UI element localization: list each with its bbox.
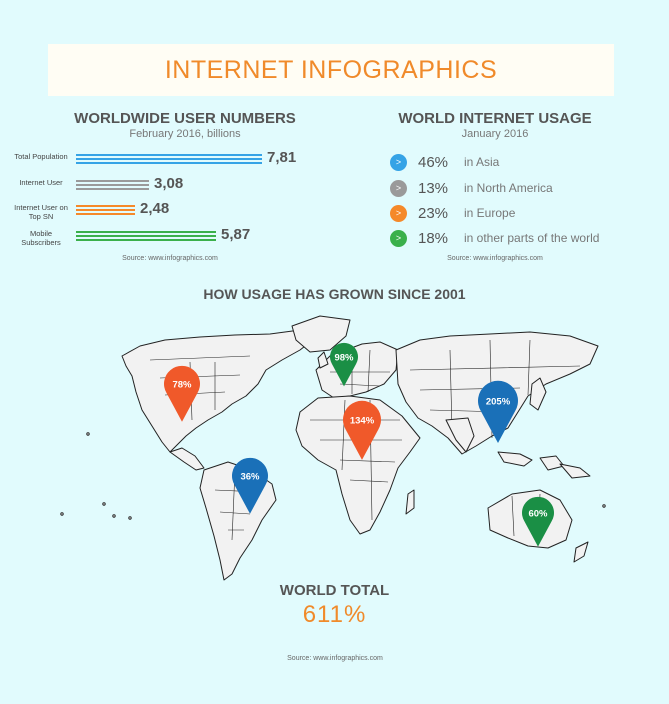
growth-pins: 78% 98% 134% 205% 36% 60% — [164, 342, 554, 547]
usage-row: >18% in other parts of the world — [390, 228, 599, 248]
pin-value-label: 36% — [240, 472, 260, 483]
pin-value-label: 78% — [172, 380, 192, 391]
arrow-icon: > — [390, 204, 407, 222]
bar-value-label: 2,48 — [140, 200, 170, 217]
title-banner: INTERNET INFOGRAPHICS — [48, 44, 614, 96]
usage-chart-subtitle: January 2016 — [461, 128, 529, 140]
usage-chart-title: WORLD INTERNET USAGE — [398, 110, 592, 127]
arrow-icon: > — [390, 179, 407, 197]
pin-value-label: 134% — [350, 416, 375, 427]
bar-label: Internet User on Top SN — [14, 203, 68, 221]
arrow-icon: > — [390, 153, 407, 171]
bar-label: Internet User — [19, 178, 63, 187]
bar-value-label: 7,81 — [267, 149, 297, 166]
usage-label: in Asia — [464, 155, 500, 169]
bar-label: Total Population — [14, 152, 68, 161]
growth-pin-europe: 98% — [330, 342, 358, 387]
bar-2 — [76, 205, 135, 217]
bar-0 — [76, 154, 262, 166]
users-chart-subtitle: February 2016, billions — [129, 128, 241, 140]
africa-shape — [295, 395, 421, 535]
usage-label: in North America — [464, 181, 553, 195]
bar-value-label: 3,08 — [154, 175, 184, 192]
usage-percent: 23% — [418, 204, 449, 222]
growth-pin-north-america: 78% — [164, 365, 200, 422]
growth-pin-australia: 60% — [522, 496, 554, 547]
page-title: INTERNET INFOGRAPHICS — [164, 55, 498, 84]
bar-label: Mobile Subscribers — [21, 229, 61, 247]
users-chart-source: Source: www.infographics.com — [122, 255, 218, 262]
map-title: HOW USAGE HAS GROWN SINCE 2001 — [203, 286, 466, 302]
map-source: Source: www.infographics.com — [287, 655, 383, 662]
growth-pin-asia: 205% — [477, 380, 518, 443]
world-total-label: WORLD TOTAL — [279, 582, 390, 599]
usage-row: >46% in Asia — [390, 152, 499, 172]
arrow-icon: > — [390, 229, 407, 247]
north-america-shape — [121, 329, 319, 453]
usage-row: >23% in Europe — [390, 203, 515, 223]
usage-percent: 13% — [418, 179, 449, 197]
users-chart-title: WORLDWIDE USER NUMBERS — [74, 110, 296, 127]
usage-row: >13% in North America — [390, 178, 553, 198]
pin-value-label: 60% — [528, 509, 548, 520]
usage-label: in Europe — [464, 206, 516, 220]
pin-value-label: 205% — [486, 397, 511, 408]
growth-pin-south-america: 36% — [232, 457, 268, 514]
usage-percent: 18% — [418, 229, 449, 247]
world-total-value: 611% — [302, 601, 367, 628]
growth-pin-africa: 134% — [343, 400, 381, 460]
bar-1 — [76, 180, 149, 192]
bar-value-label: 5,87 — [221, 226, 251, 243]
world-map: 78% 98% 134% 205% 36% 60% — [60, 315, 606, 581]
usage-chart-source: Source: www.infographics.com — [447, 255, 543, 262]
usage-label: in other parts of the world — [464, 231, 600, 245]
usage-percent: 46% — [418, 153, 449, 171]
pin-value-label: 98% — [334, 353, 354, 364]
bar-3 — [76, 231, 216, 243]
